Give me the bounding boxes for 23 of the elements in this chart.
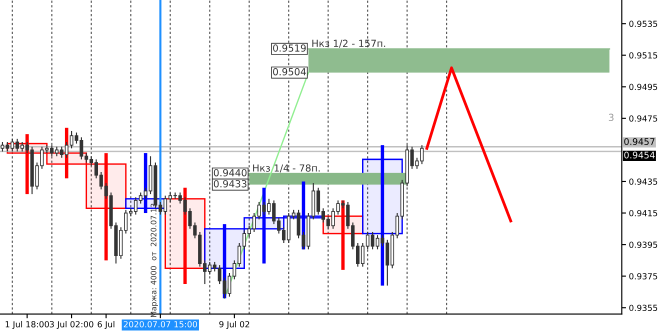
x-tick-label: 2020.07.07 15:00 [124, 321, 198, 328]
ref-line-label: 0.9454 [624, 152, 655, 158]
annotation: 0.9433 [214, 180, 246, 188]
y-tick-label: 0.9375 [629, 273, 658, 280]
y-tick-label: 0.9475 [629, 115, 658, 122]
annotation: 0.9519 [273, 44, 306, 52]
annotation: 0.9440 [214, 169, 247, 176]
x-tick-label: 3 Jul 02:00 [50, 320, 94, 329]
x-tick-label: 1 Jul 18:00 [6, 320, 49, 329]
y-tick-label: 0.9535 [629, 20, 658, 27]
annotation: Нкз 1/2 - 157п. [312, 40, 386, 48]
y-tick-label: 0.9435 [629, 178, 658, 185]
annotation: 3 [608, 114, 614, 122]
y-tick-label: 0.9355 [629, 304, 658, 311]
y-tick-label: 0.9395 [629, 242, 658, 248]
ref-line-label: 0.9457 [624, 138, 654, 146]
y-tick-label: 0.9415 [629, 210, 658, 216]
x-tick-label: 9 Jul 02 [219, 320, 250, 329]
y-tick-label: 0.9495 [629, 84, 658, 90]
y-tick-label: 0.9515 [629, 52, 658, 59]
annotation: Нкз 1/4 - 78п. [253, 164, 320, 172]
annotation: 0.9504 [273, 68, 306, 76]
x-tick-label: 6 Jul [98, 320, 114, 329]
